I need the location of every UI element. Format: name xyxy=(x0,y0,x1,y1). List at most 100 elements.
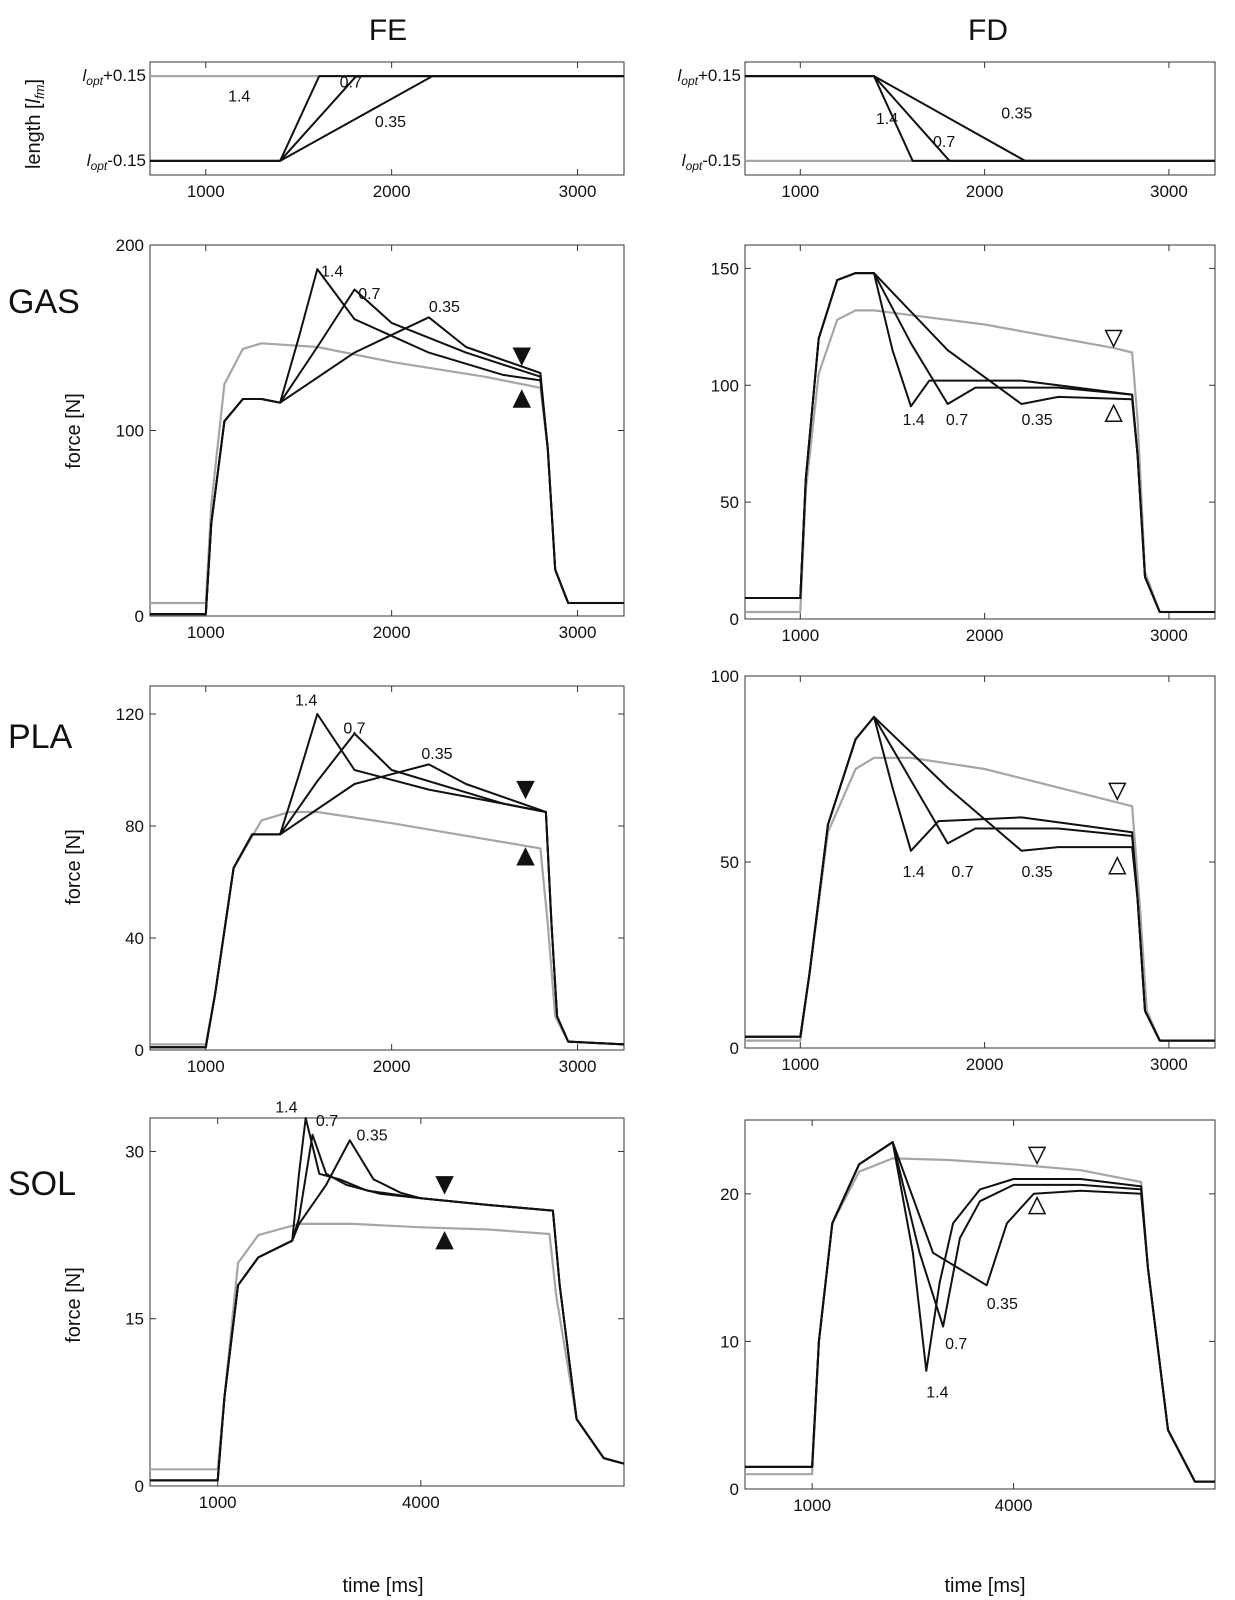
row-label-sol: SOL xyxy=(8,1165,76,1203)
curve-label-0.7: 0.7 xyxy=(946,412,968,429)
y-tick-label: 100 xyxy=(116,422,144,441)
x-tick-label: 4000 xyxy=(995,1496,1033,1515)
x-tick-label: 3000 xyxy=(1150,182,1188,201)
x-tick-label: 2000 xyxy=(966,1055,1004,1074)
marker-triangle-up xyxy=(1108,856,1127,875)
y-tick-label: 0 xyxy=(730,610,739,629)
series-line-0.35 xyxy=(745,715,1215,1042)
series-line-0.35 xyxy=(150,1139,625,1482)
y-tick-label: 0 xyxy=(730,1480,739,1499)
curve-label-1.4: 1.4 xyxy=(295,693,317,710)
series-line-1.4 xyxy=(745,1141,1215,1483)
y-tick-label: 80 xyxy=(125,817,144,836)
y-tick-label: 10 xyxy=(720,1332,739,1351)
series-line-0.35 xyxy=(745,75,1215,162)
x-tick-label: 3000 xyxy=(559,182,597,201)
curve-label-0.35: 0.35 xyxy=(1001,106,1032,123)
curve-label-0.7: 0.7 xyxy=(951,864,973,881)
y-tick-label: 30 xyxy=(125,1142,144,1161)
column-title-fd: FD xyxy=(968,14,1008,47)
curve-label-1.4: 1.4 xyxy=(876,111,898,128)
y-tick-label: lopt-0.15 xyxy=(682,151,741,173)
curve-label-1.4: 1.4 xyxy=(275,1099,297,1116)
panel-SOL-FD: 1000 4000 0 10 20 1.4 0.7 0.35 xyxy=(720,1119,1216,1515)
series-line-0.35 xyxy=(150,75,624,162)
panel-GAS-FD: 1000 2000 3000 0 50 100 150 1.4 0.7 0.35 xyxy=(711,244,1216,645)
panel-FD-length: 1000 2000 3000 lopt+0.15 lopt-0.15 1.4 0.7 0.35 xyxy=(678,61,1216,201)
marker-triangle-down xyxy=(435,1176,454,1195)
x-axis-label-fe: time [ms] xyxy=(342,1575,423,1597)
y-tick-label: 120 xyxy=(116,705,144,724)
panel-SOL-FE: 1000 4000 0 15 30 1.4 0.7 0.35 xyxy=(125,1099,625,1512)
marker-triangle-down xyxy=(512,347,531,366)
x-tick-label: 2000 xyxy=(966,182,1004,201)
curve-label-1.4: 1.4 xyxy=(321,264,343,281)
curve-label-0.35: 0.35 xyxy=(1021,412,1052,429)
series-reference-line xyxy=(150,342,624,605)
length-axis-text: length [ xyxy=(23,103,45,169)
curve-label-0.35: 0.35 xyxy=(375,114,406,131)
marker-triangle-down xyxy=(1104,329,1123,349)
x-tick-label: 1000 xyxy=(187,1057,225,1076)
curve-label-0.35: 0.35 xyxy=(1021,864,1052,881)
curve-label-0.35: 0.35 xyxy=(429,299,460,316)
plot-frame xyxy=(149,685,625,1051)
series-reference-line xyxy=(150,810,625,1046)
curve-label-1.4: 1.4 xyxy=(903,864,925,881)
curve-label-0.7: 0.7 xyxy=(340,74,362,91)
y-tick-label: 50 xyxy=(720,853,739,872)
force-axis-label-gas: force [N] xyxy=(63,393,85,469)
plot-frame xyxy=(149,244,625,617)
y-tick-label: 100 xyxy=(711,667,739,686)
y-tick-label: 0 xyxy=(135,1477,144,1496)
x-tick-label: 1000 xyxy=(781,1055,819,1074)
curve-label-1.4: 1.4 xyxy=(903,412,925,429)
series-line-0.35 xyxy=(745,272,1215,613)
plot-frame xyxy=(744,1119,1216,1490)
series-line-0.7 xyxy=(745,1141,1215,1483)
y-tick-label: lopt+0.15 xyxy=(83,66,146,88)
x-tick-label: 1000 xyxy=(781,626,819,645)
y-tick-label: 15 xyxy=(125,1310,144,1329)
marker-triangle-up xyxy=(1027,1195,1047,1215)
svg-text:length [lfm]: length [lfm] xyxy=(23,79,47,169)
series-line-0.35 xyxy=(745,1141,1215,1483)
curve-label-0.7: 0.7 xyxy=(945,1336,967,1353)
force-axis-label-pla: force [N] xyxy=(63,829,85,905)
marker-triangle-up xyxy=(435,1230,454,1250)
y-tick-label: 0 xyxy=(135,1041,144,1060)
y-tick-label: lopt-0.15 xyxy=(87,151,146,173)
y-tick-label: lopt+0.15 xyxy=(678,66,741,88)
panel-PLA-FE: 1000 2000 3000 0 40 80 120 1.4 0.7 0.35 xyxy=(116,685,625,1076)
y-tick-label: 150 xyxy=(711,259,739,278)
row-label-gas: GAS xyxy=(8,283,80,321)
curve-label-0.7: 0.7 xyxy=(343,721,365,738)
marker-triangle-down xyxy=(516,780,535,800)
series-line-0.35 xyxy=(150,316,624,616)
marker-triangle-up xyxy=(1104,403,1123,423)
x-tick-label: 2000 xyxy=(373,1057,411,1076)
curve-label-1.4: 1.4 xyxy=(926,1384,948,1401)
x-tick-label: 1000 xyxy=(187,182,225,201)
plot-frame xyxy=(149,61,625,176)
curve-label-0.35: 0.35 xyxy=(421,746,452,763)
row-label-pla: PLA xyxy=(8,718,73,756)
marker-triangle-up xyxy=(512,389,531,408)
x-tick-label: 3000 xyxy=(559,623,597,642)
x-tick-label: 2000 xyxy=(373,182,411,201)
curve-label-0.7: 0.7 xyxy=(358,286,380,303)
curve-label-1.4: 1.4 xyxy=(228,89,250,106)
marker-triangle-up xyxy=(516,847,535,866)
x-tick-label: 2000 xyxy=(373,623,411,642)
curve-label-0.7: 0.7 xyxy=(933,134,955,151)
panel-PLA-FD: 1000 2000 3000 0 50 100 1.4 0.7 0.35 xyxy=(711,667,1216,1074)
x-tick-label: 1000 xyxy=(793,1496,831,1515)
x-tick-label: 2000 xyxy=(966,626,1004,645)
y-tick-label: 100 xyxy=(711,376,739,395)
y-tick-label: 40 xyxy=(125,929,144,948)
y-tick-label: 0 xyxy=(730,1039,739,1058)
x-axis-label-fd: time [ms] xyxy=(944,1575,1025,1597)
y-tick-label: 50 xyxy=(720,493,739,512)
x-tick-label: 3000 xyxy=(1150,1055,1188,1074)
